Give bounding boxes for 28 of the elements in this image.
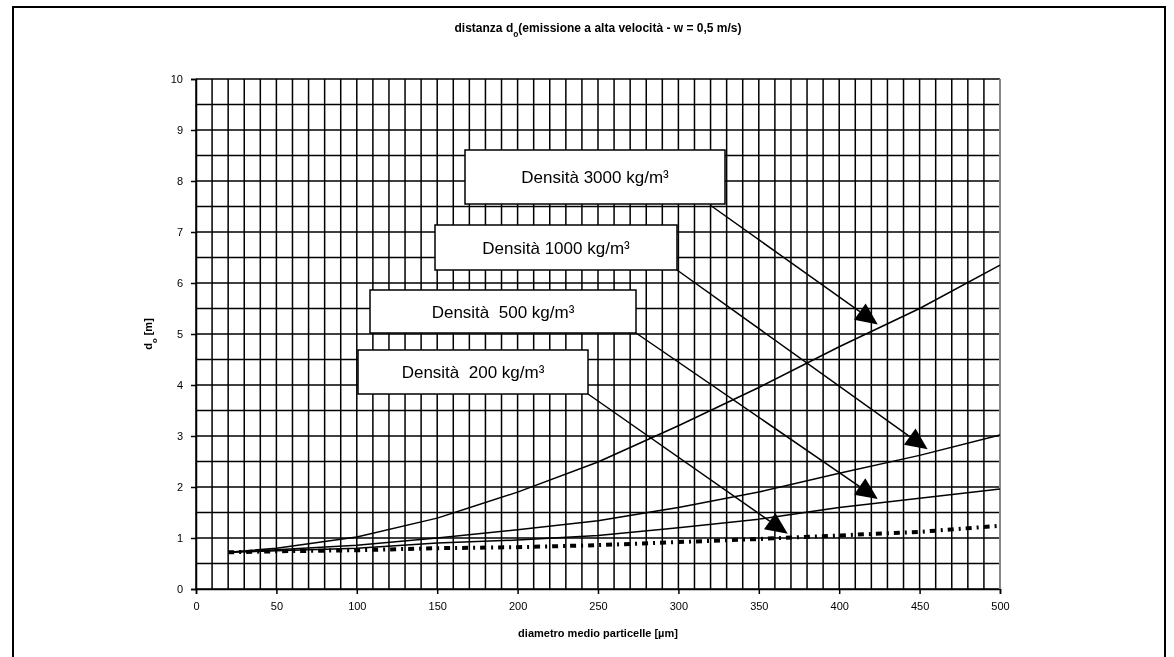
y-tick-label: 10 (170, 73, 183, 86)
x-tick-label: 350 (750, 599, 769, 612)
y-tick-label: 8 (176, 175, 183, 188)
x-tick-label: 100 (348, 599, 367, 612)
text: Densità 500 kg/m³ (431, 302, 575, 322)
x-tick-label: 450 (910, 599, 930, 612)
x-tick-label: 300 (669, 599, 689, 612)
y-tick-label: 3 (176, 430, 183, 443)
text: Densità 1000 kg/m³ (482, 238, 631, 258)
x-tick-label: 0 (193, 599, 200, 612)
x-tick-label: 400 (830, 599, 849, 612)
y-tick-label: 0 (176, 583, 183, 596)
x-tick-label: 150 (428, 599, 447, 612)
y-tick-label: 4 (176, 379, 183, 392)
y-tick-label: 9 (176, 124, 183, 137)
y-tick-label: 6 (176, 277, 183, 290)
x-tick-label: 500 (991, 599, 1010, 612)
text: Densità 200 kg/m³ (401, 363, 545, 382)
x-tick-label: 250 (589, 599, 608, 612)
y-tick-label: 7 (176, 226, 183, 239)
text: Densità 3000 kg/m³ (521, 168, 670, 187)
y-tick-label: 5 (176, 328, 183, 341)
y-tick-label: 2 (176, 481, 183, 494)
x-tick-label: 50 (270, 599, 284, 612)
x-tick-label: 200 (508, 599, 528, 612)
chart-title: distanza d$_{o}$(emissione a alta velocità - w = 0,5 m/s) (454, 21, 742, 39)
y-tick-label: 1 (176, 532, 183, 545)
x-axis-title: diametro medio particelle [µm] (518, 627, 679, 639)
